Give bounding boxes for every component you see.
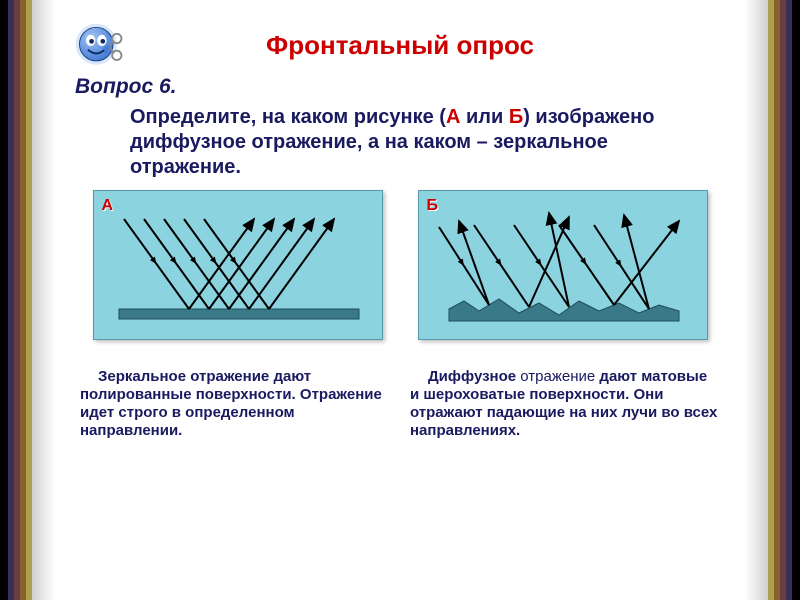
diagram-b-svg	[419, 191, 709, 341]
caption-b-lead2: отражение	[520, 368, 595, 385]
caption-a: Зеркальное отражение дают полированные п…	[80, 368, 390, 440]
diagram-a-svg	[94, 191, 384, 341]
diagram-b-box: Б	[418, 190, 708, 340]
diagram-a-label: А	[102, 197, 114, 215]
caption-b: Диффузное отражение дают матовые и шерох…	[410, 368, 720, 440]
letter-a: А	[446, 106, 460, 128]
caption-a-lead: Зеркальное отражение	[98, 368, 269, 385]
letter-b: Б	[509, 106, 523, 128]
slide-body: Фронтальный опрос Вопрос 6. Определите, …	[55, 12, 745, 588]
captions-row: Зеркальное отражение дают полированные п…	[75, 368, 725, 440]
diagrams-row: А Б	[75, 190, 725, 340]
q-mid: или	[460, 106, 508, 128]
title-text: Фронтальный опрос	[266, 30, 534, 60]
diagram-b-label: Б	[427, 197, 439, 215]
question-text: Определите, на каком рисунке (А или Б) и…	[130, 105, 705, 180]
diagram-a-box: А	[93, 190, 383, 340]
q-prefix: Определите, на каком рисунке (	[130, 106, 446, 128]
caption-b-lead: Диффузное	[428, 368, 520, 385]
slide-title: Фронтальный опрос	[75, 30, 725, 61]
smiley-icon	[72, 18, 128, 74]
question-number: Вопрос 6.	[75, 75, 725, 99]
